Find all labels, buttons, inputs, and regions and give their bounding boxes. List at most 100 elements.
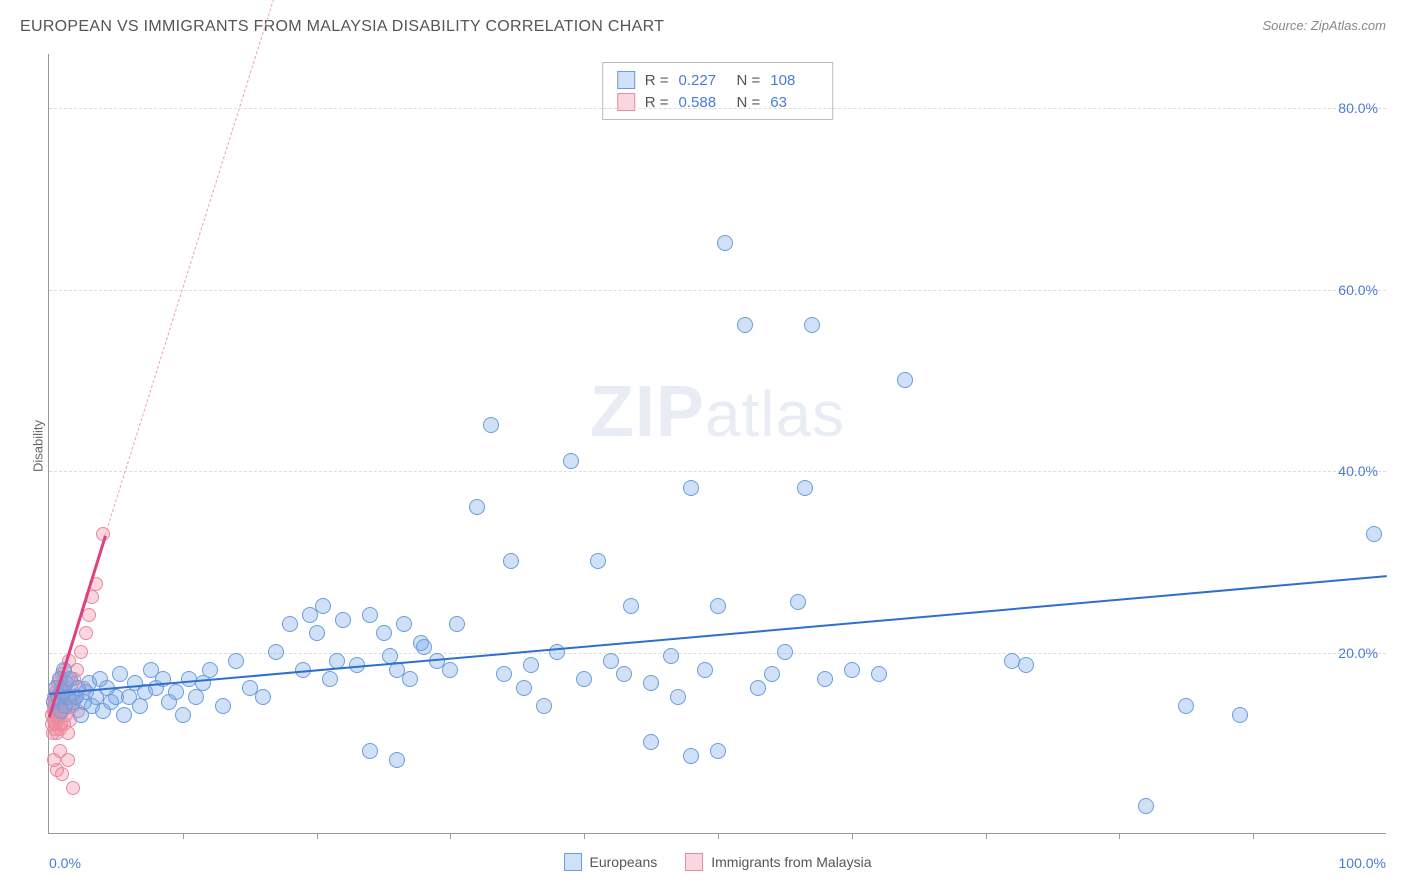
data-point: [215, 698, 231, 714]
data-point: [683, 748, 699, 764]
data-point: [603, 653, 619, 669]
data-point: [536, 698, 552, 714]
data-point: [1138, 798, 1154, 814]
data-point: [362, 743, 378, 759]
data-point: [576, 671, 592, 687]
data-point: [523, 657, 539, 673]
data-point: [282, 616, 298, 632]
data-point: [396, 616, 412, 632]
data-point: [61, 753, 75, 767]
data-point: [228, 653, 244, 669]
scatter-chart: ZIPatlas R = 0.227 N = 108 R = 0.588 N =…: [48, 54, 1386, 834]
data-point: [663, 648, 679, 664]
data-point: [66, 781, 80, 795]
data-point: [202, 662, 218, 678]
data-point: [449, 616, 465, 632]
data-point: [322, 671, 338, 687]
data-point: [616, 666, 632, 682]
trend-line: [49, 576, 1387, 696]
data-point: [1178, 698, 1194, 714]
data-point: [268, 644, 284, 660]
x-tick-mark: [852, 833, 853, 839]
legend-swatch-europeans: [564, 853, 582, 871]
data-point: [710, 598, 726, 614]
source-attribution: Source: ZipAtlas.com: [1262, 18, 1386, 33]
gridline: [49, 108, 1386, 109]
data-point: [643, 675, 659, 691]
data-point: [1232, 707, 1248, 723]
y-tick-label: 40.0%: [1338, 463, 1378, 479]
gridline: [49, 653, 1386, 654]
data-point: [1018, 657, 1034, 673]
x-tick-mark: [718, 833, 719, 839]
watermark: ZIPatlas: [590, 371, 845, 453]
data-point: [389, 752, 405, 768]
data-point: [61, 726, 75, 740]
data-point: [717, 235, 733, 251]
data-point: [376, 625, 392, 641]
x-tick-mark: [317, 833, 318, 839]
data-point: [844, 662, 860, 678]
data-point: [416, 639, 432, 655]
data-point: [817, 671, 833, 687]
gridline: [49, 471, 1386, 472]
x-tick-mark: [584, 833, 585, 839]
correlation-stats-box: R = 0.227 N = 108 R = 0.588 N = 63: [602, 62, 834, 120]
data-point: [469, 499, 485, 515]
data-point: [74, 645, 88, 659]
y-tick-label: 60.0%: [1338, 282, 1378, 298]
stats-row-immigrants: R = 0.588 N = 63: [617, 91, 819, 113]
data-point: [195, 675, 211, 691]
trend-line-extrapolated: [105, 0, 411, 535]
data-point: [710, 743, 726, 759]
data-point: [116, 707, 132, 723]
data-point: [335, 612, 351, 628]
legend-swatch-immigrants: [685, 853, 703, 871]
data-point: [483, 417, 499, 433]
x-tick-mark: [986, 833, 987, 839]
data-point: [623, 598, 639, 614]
x-tick-max: 100.0%: [1339, 855, 1386, 871]
data-point: [563, 453, 579, 469]
data-point: [255, 689, 271, 705]
data-point: [188, 689, 204, 705]
data-point: [55, 767, 69, 781]
data-point: [797, 480, 813, 496]
data-point: [79, 626, 93, 640]
data-point: [442, 662, 458, 678]
stats-row-europeans: R = 0.227 N = 108: [617, 69, 819, 91]
data-point: [897, 372, 913, 388]
data-point: [112, 666, 128, 682]
data-point: [683, 480, 699, 496]
data-point: [871, 666, 887, 682]
data-point: [175, 707, 191, 723]
data-point: [309, 625, 325, 641]
swatch-europeans: [617, 71, 635, 89]
data-point: [737, 317, 753, 333]
y-tick-label: 80.0%: [1338, 100, 1378, 116]
data-point: [790, 594, 806, 610]
data-point: [503, 553, 519, 569]
data-point: [402, 671, 418, 687]
data-point: [516, 680, 532, 696]
data-point: [764, 666, 780, 682]
x-tick-mark: [183, 833, 184, 839]
data-point: [643, 734, 659, 750]
legend-item-immigrants: Immigrants from Malaysia: [685, 853, 871, 871]
data-point: [750, 680, 766, 696]
data-point: [670, 689, 686, 705]
gridline: [49, 290, 1386, 291]
data-point: [549, 644, 565, 660]
data-point: [362, 607, 378, 623]
x-tick-mark: [1119, 833, 1120, 839]
data-point: [132, 698, 148, 714]
legend: Europeans Immigrants from Malaysia: [564, 853, 872, 871]
chart-title: EUROPEAN VS IMMIGRANTS FROM MALAYSIA DIS…: [20, 18, 664, 36]
data-point: [590, 553, 606, 569]
data-point: [1366, 526, 1382, 542]
y-tick-label: 20.0%: [1338, 645, 1378, 661]
data-point: [82, 608, 96, 622]
data-point: [315, 598, 331, 614]
data-point: [697, 662, 713, 678]
legend-item-europeans: Europeans: [564, 853, 658, 871]
